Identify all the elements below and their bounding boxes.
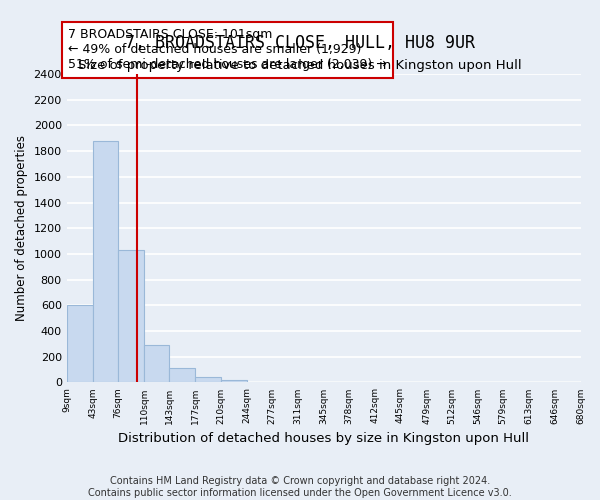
Text: Size of property relative to detached houses in Kingston upon Hull: Size of property relative to detached ho… [78, 58, 522, 71]
Bar [118, 250, 144, 382]
Bar [67, 306, 93, 382]
Bar [93, 141, 118, 382]
Bar [169, 368, 196, 382]
X-axis label: Distribution of detached houses by size in Kingston upon Hull: Distribution of detached houses by size … [118, 432, 529, 445]
Text: 7 BROADSTAIRS CLOSE: 101sqm
← 49% of detached houses are smaller (1,929)
51% of : 7 BROADSTAIRS CLOSE: 101sqm ← 49% of det… [68, 28, 387, 72]
Bar [144, 345, 169, 383]
Text: Contains HM Land Registry data © Crown copyright and database right 2024.
Contai: Contains HM Land Registry data © Crown c… [88, 476, 512, 498]
Bar [221, 380, 247, 382]
Bar [196, 376, 221, 382]
Text: 7, BROADSTAIRS CLOSE, HULL, HU8 9UR: 7, BROADSTAIRS CLOSE, HULL, HU8 9UR [125, 34, 475, 52]
Y-axis label: Number of detached properties: Number of detached properties [15, 135, 28, 321]
